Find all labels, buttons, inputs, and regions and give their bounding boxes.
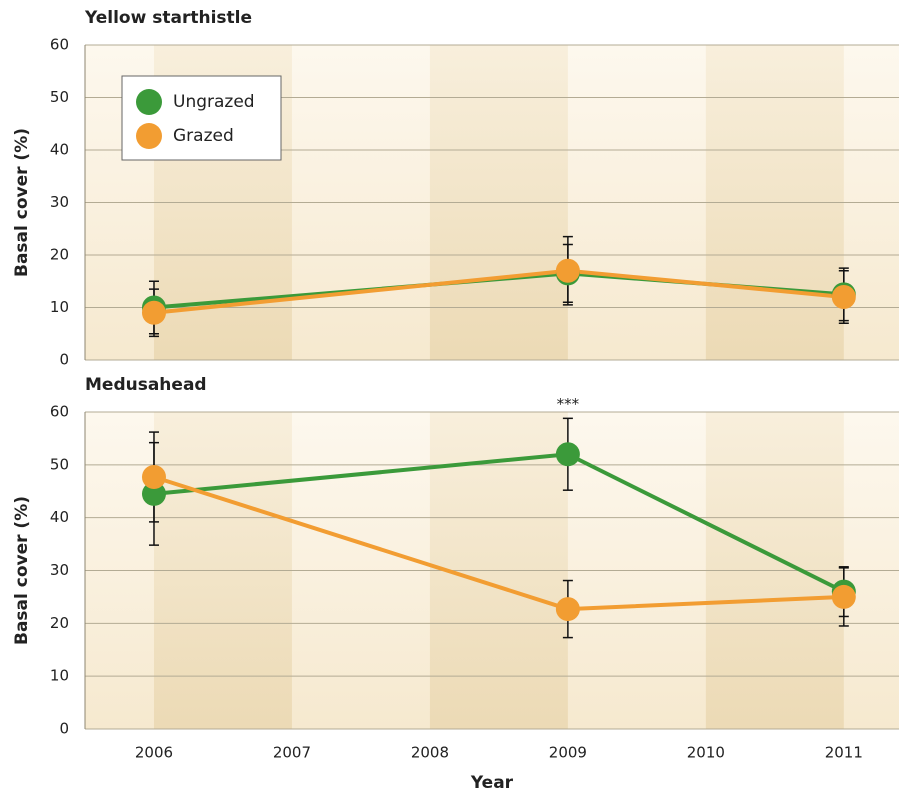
annotation: ***: [557, 395, 580, 413]
chart-title: Yellow starthistle: [84, 8, 252, 28]
y-axis-label: Basal cover (%): [12, 128, 32, 277]
y-tick-label: 10: [50, 298, 69, 316]
marker: [141, 464, 166, 489]
x-tick-label: 2006: [135, 744, 173, 762]
y-tick-label: 0: [59, 720, 69, 738]
y-tick-label: 60: [50, 403, 69, 421]
x-axis-label: Year: [470, 773, 514, 792]
y-tick-label: 30: [50, 561, 69, 579]
y-tick-label: 60: [50, 36, 69, 54]
y-tick-label: 50: [50, 455, 69, 473]
y-tick-label: 50: [50, 88, 69, 106]
legend-marker: [136, 123, 162, 149]
marker: [141, 481, 166, 506]
x-tick-label: 2010: [687, 744, 725, 762]
marker: [831, 285, 856, 309]
y-tick-label: 40: [50, 508, 69, 526]
y-tick-label: 40: [50, 141, 69, 159]
legend-label: Ungrazed: [173, 92, 255, 112]
chart-title: Medusahead: [85, 375, 207, 395]
x-tick-label: 2009: [549, 744, 587, 762]
x-tick-label: 2007: [273, 744, 311, 762]
marker: [555, 597, 580, 622]
marker: [831, 584, 856, 609]
y-tick-label: 20: [50, 246, 69, 264]
y-tick-label: 0: [59, 351, 69, 369]
legend-marker: [136, 89, 162, 115]
y-axis-label: Basal cover (%): [12, 496, 32, 645]
marker: [555, 442, 580, 467]
y-tick-label: 20: [50, 614, 69, 632]
marker: [555, 258, 580, 283]
y-tick-label: 10: [50, 667, 69, 685]
x-tick-label: 2008: [411, 744, 449, 762]
marker: [141, 300, 166, 325]
y-tick-label: 30: [50, 193, 69, 211]
legend-label: Grazed: [173, 126, 234, 146]
x-tick-label: 2011: [825, 744, 863, 762]
